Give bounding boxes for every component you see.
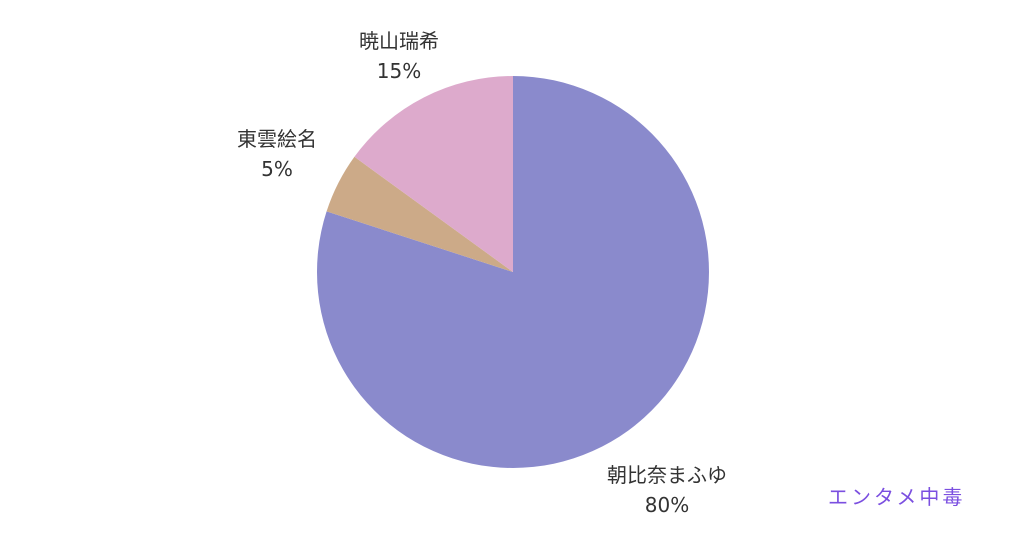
slice-label: 東雲絵名 [237,127,317,151]
slice-value-label: 80% [645,493,689,517]
watermark: エンタメ中毒 [828,485,966,509]
pie-slice [326,156,513,272]
slice-label: 朝比奈まふゆ [607,463,727,487]
slice-value-label: 15% [377,59,421,83]
slice-value-label: 5% [261,157,293,181]
slice-label: 暁山瑞希 [359,29,439,53]
pie-slice [354,75,513,272]
